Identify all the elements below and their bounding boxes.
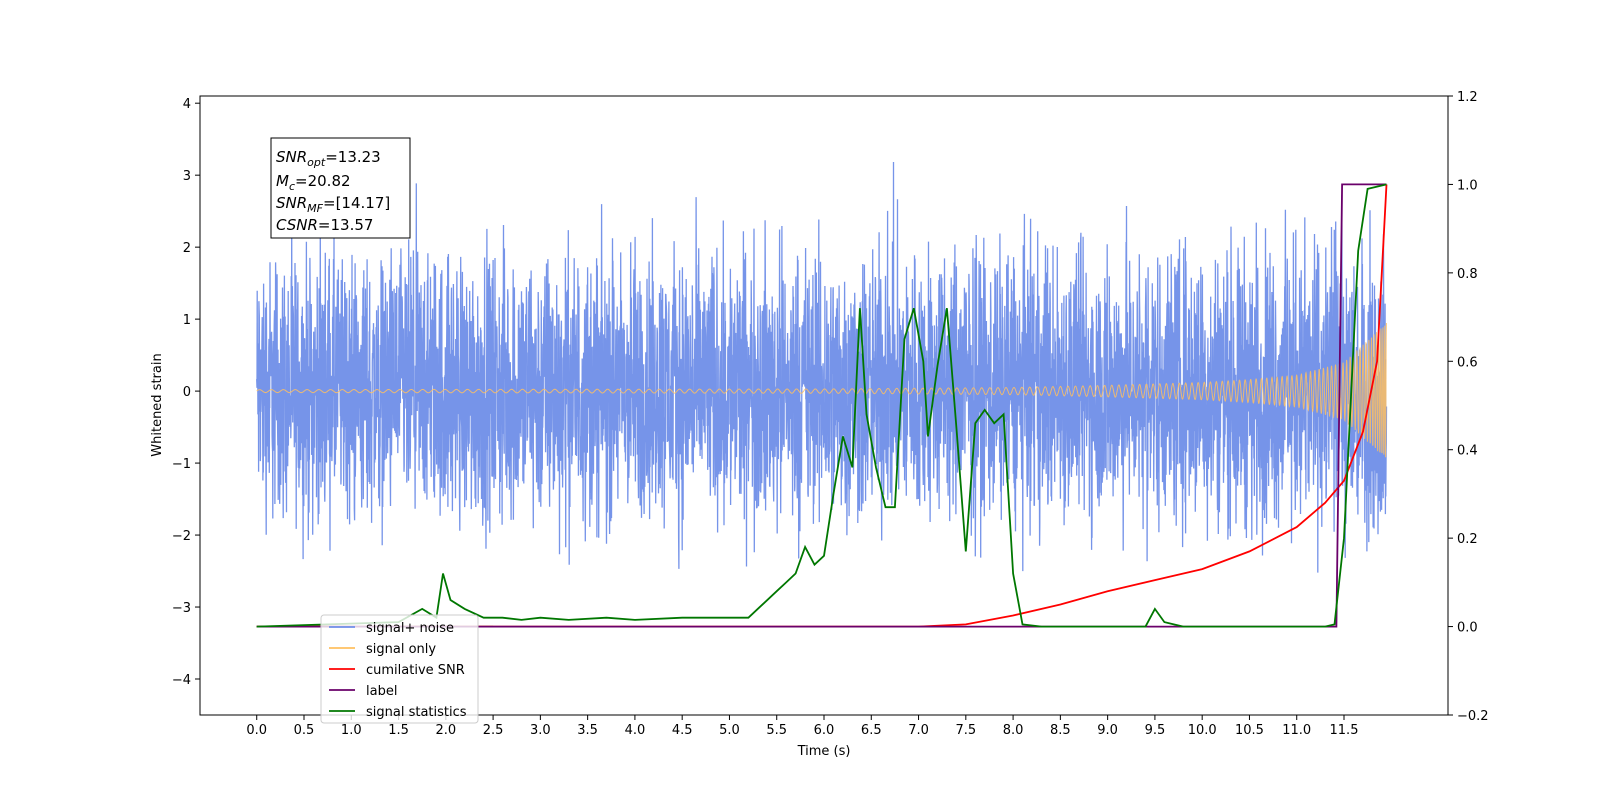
legend-label: signal+ noise bbox=[366, 621, 454, 636]
x-tick-label: 6.5 bbox=[861, 723, 882, 738]
annotation-line-snr-mf: SNRMF=[14.17] bbox=[276, 194, 390, 215]
x-tick-label: 7.0 bbox=[908, 723, 929, 738]
y-left-tick-label: 0 bbox=[183, 385, 191, 400]
x-tick-label: 0.5 bbox=[294, 723, 315, 738]
y-left-tick-label: 2 bbox=[183, 241, 191, 256]
x-tick-label: 2.5 bbox=[483, 723, 504, 738]
y-left-tick-label: −4 bbox=[172, 673, 191, 688]
x-tick-label: 11.0 bbox=[1282, 723, 1311, 738]
x-tick-label: 4.0 bbox=[625, 723, 646, 738]
series-signal-statistics bbox=[256, 183, 1387, 628]
y-right-tick-label: 1.2 bbox=[1457, 90, 1478, 105]
y-left-tick-label: 3 bbox=[183, 169, 191, 184]
annotation-line-snr-opt: SNRopt=13.23 bbox=[276, 148, 381, 169]
x-tick-label: 5.5 bbox=[766, 723, 787, 738]
y-right-tick-label: 0.6 bbox=[1457, 355, 1478, 370]
x-tick-label: 1.5 bbox=[388, 723, 409, 738]
x-tick-label: 9.0 bbox=[1097, 723, 1118, 738]
legend-label: label bbox=[366, 684, 397, 699]
x-tick-label: 10.5 bbox=[1235, 723, 1264, 738]
legend: signal+ noise signal only cumilative SNR la… bbox=[320, 614, 479, 724]
x-tick-label: 10.0 bbox=[1188, 723, 1217, 738]
x-axis: 0.0 0.5 1.0 1.5 2.0 2.5 3.0 3.5 4.0 4.5 5.0 5.5 6.0 6… bbox=[246, 715, 1358, 738]
series-label bbox=[256, 183, 1387, 628]
x-tick-label: 8.5 bbox=[1050, 723, 1071, 738]
annotation-box: SNRopt=13.23 Mc=20.82 SNRMF=[14.17] CSNR… bbox=[270, 137, 411, 239]
series-signal-only bbox=[256, 322, 1387, 458]
x-tick-label: 6.0 bbox=[814, 723, 835, 738]
y-right-tick-label: 0.2 bbox=[1457, 532, 1478, 547]
x-tick-label: 7.5 bbox=[955, 723, 976, 738]
legend-label: cumilative SNR bbox=[366, 663, 465, 678]
y-right-tick-label: 0.4 bbox=[1457, 444, 1478, 459]
y-left-tick-label: −1 bbox=[172, 457, 191, 472]
y-right-tick-label: 0.0 bbox=[1457, 621, 1478, 636]
y-right-tick-label: −0.2 bbox=[1457, 709, 1489, 724]
series-signal-noise bbox=[256, 161, 1388, 573]
y-left-tick-label: −2 bbox=[172, 529, 191, 544]
annotation-line-csnr: CSNR=13.57 bbox=[276, 216, 373, 234]
y-axis-right: −0.2 0.0 0.2 0.4 0.6 0.8 1.0 1.2 bbox=[1448, 90, 1489, 724]
x-tick-label: 5.0 bbox=[719, 723, 740, 738]
x-tick-label: 0.0 bbox=[246, 723, 267, 738]
legend-label: signal statistics bbox=[366, 705, 467, 720]
x-tick-label: 9.5 bbox=[1145, 723, 1166, 738]
x-tick-label: 1.0 bbox=[341, 723, 362, 738]
legend-label: signal only bbox=[366, 642, 436, 657]
y-left-tick-label: 1 bbox=[183, 313, 191, 328]
series-cumulative-snr bbox=[256, 184, 1388, 628]
plot-area bbox=[256, 161, 1388, 628]
x-tick-label: 4.5 bbox=[672, 723, 693, 738]
y-right-tick-label: 1.0 bbox=[1457, 178, 1478, 193]
x-tick-label: 3.5 bbox=[577, 723, 598, 738]
x-tick-label: 11.5 bbox=[1330, 723, 1359, 738]
annotation-line-mc: Mc=20.82 bbox=[276, 172, 351, 193]
y-axis-label: Whitened strain bbox=[150, 353, 165, 456]
y-left-tick-label: 4 bbox=[183, 97, 191, 112]
x-tick-label: 8.0 bbox=[1003, 723, 1024, 738]
x-tick-label: 2.0 bbox=[435, 723, 456, 738]
y-axis-left: −4 −3 −2 −1 0 1 2 3 4 bbox=[172, 97, 200, 688]
x-axis-label: Time (s) bbox=[797, 744, 851, 759]
y-right-tick-label: 0.8 bbox=[1457, 267, 1478, 282]
y-left-tick-label: −3 bbox=[172, 601, 191, 616]
x-tick-label: 3.0 bbox=[530, 723, 551, 738]
